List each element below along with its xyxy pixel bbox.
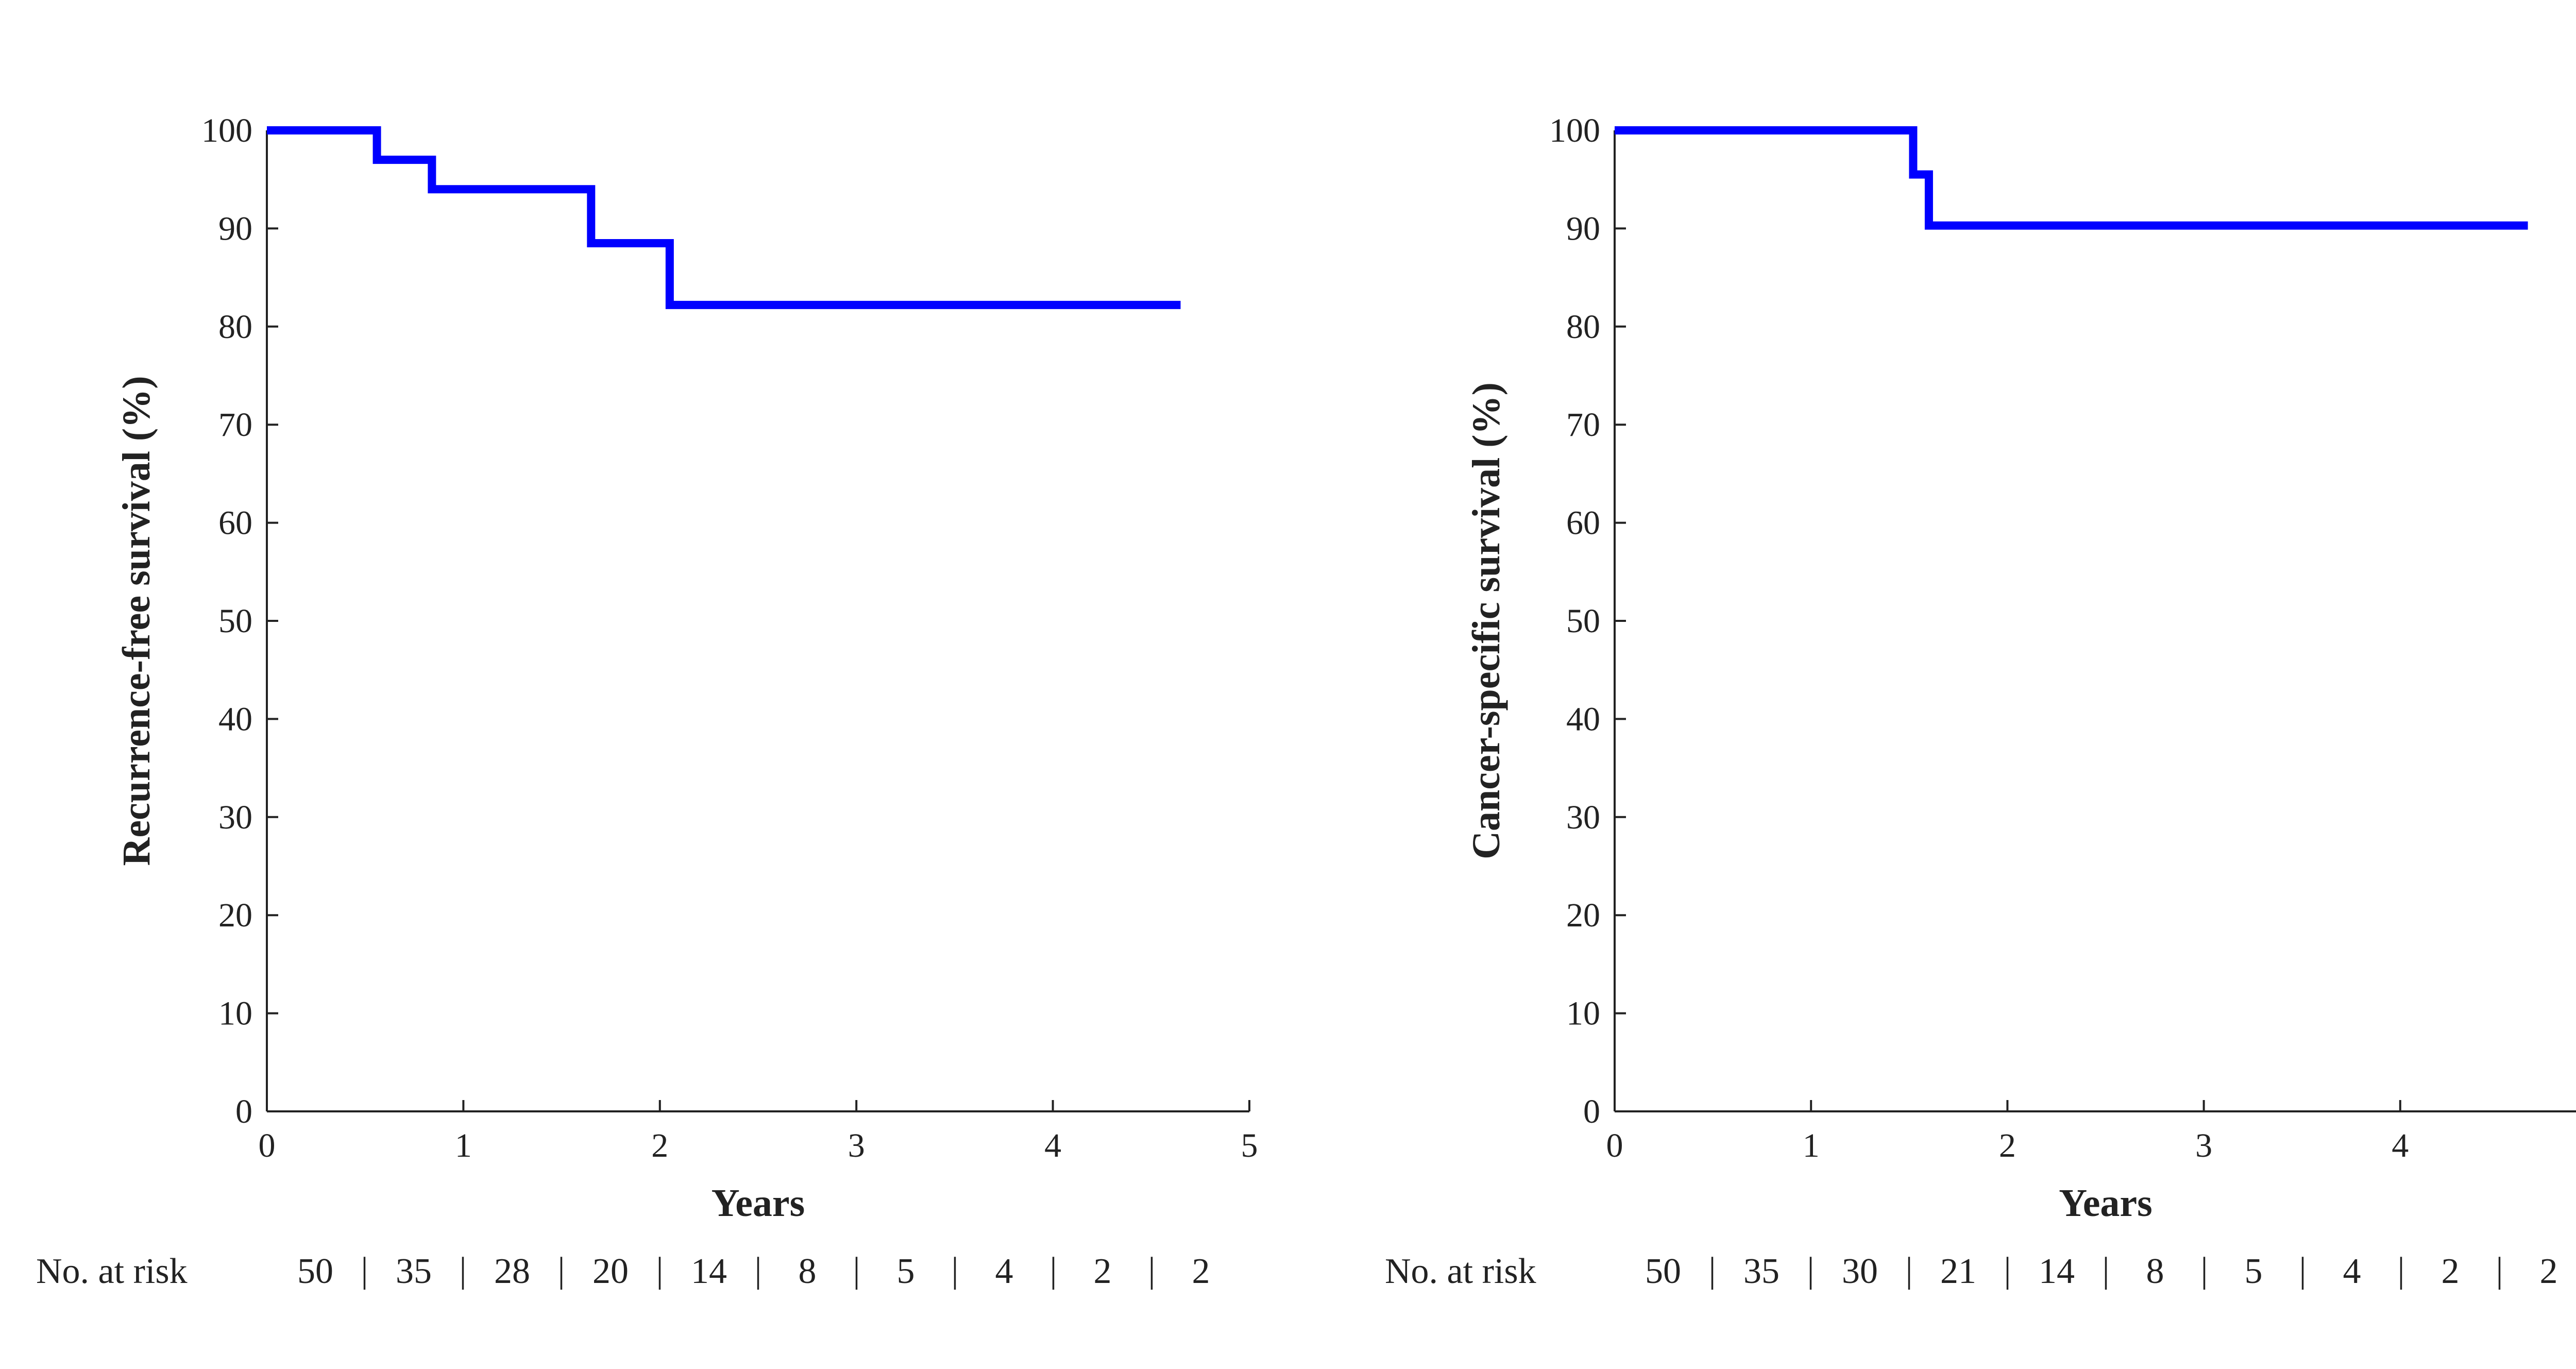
panel-2-risk-separator: | [2299, 1250, 2306, 1290]
panel-2-y-tick-label: 0 [1583, 1093, 1600, 1130]
panel-1-risk-separator: | [361, 1250, 368, 1290]
panel-2-risk-value: 30 [1842, 1252, 1878, 1291]
panel-2-y-tick-label: 60 [1566, 504, 1600, 542]
panel-2-risk-value: 8 [2146, 1252, 2164, 1291]
panel-2-risk-separator: | [2200, 1250, 2208, 1290]
panel-1-y-tick-label: 100 [201, 112, 252, 149]
panel-2-x-tick-label: 1 [1803, 1127, 1820, 1164]
panel-1-y-tick-label: 30 [218, 799, 252, 836]
panel-2-y-tick-label: 100 [1549, 112, 1600, 149]
panel-2-risk-value: 2 [2442, 1252, 2460, 1291]
panel-1-y-tick-label: 80 [218, 308, 252, 346]
panel-2-y-tick-label: 10 [1566, 995, 1600, 1033]
panel-1-risk-separator: | [951, 1250, 958, 1290]
panel-1-y-tick-label: 90 [218, 210, 252, 247]
panel-1-x-tick-label: 0 [259, 1127, 276, 1164]
panel-1-risk-separator: | [1148, 1250, 1155, 1290]
panel-2-x-tick-label: 2 [1999, 1127, 2016, 1164]
panel-1-x-tick-label: 3 [848, 1127, 865, 1164]
panel-1-risk-value: 35 [396, 1252, 432, 1291]
panel-1-risk-value: 4 [995, 1252, 1013, 1291]
panel-2-x-tick-label: 4 [2392, 1127, 2409, 1164]
panel-2-risk-separator: | [1708, 1250, 1716, 1290]
panel-1-y-tick-label: 20 [218, 897, 252, 934]
panel-2-y-tick-label: 20 [1566, 897, 1600, 934]
panel-1-risk-separator: | [656, 1250, 663, 1290]
panel-2-y-tick-label: 50 [1566, 602, 1600, 640]
panel-1-risk-separator: | [754, 1250, 761, 1290]
panel-2-x-tick-label: 0 [1606, 1127, 1623, 1164]
panel-1-risk-value: 2 [1094, 1252, 1112, 1291]
panel-1-risk-value: 5 [897, 1252, 915, 1291]
panel-1-risk-table-label: No. at risk [36, 1252, 188, 1291]
panel-1-y-tick-label: 50 [218, 602, 252, 640]
panel-2-y-tick-label: 90 [1566, 210, 1600, 247]
panel-1-risk-separator: | [557, 1250, 565, 1290]
panel-1-x-axis-title: Years [711, 1181, 805, 1225]
panel-2-risk-separator: | [2496, 1250, 2503, 1290]
panel-2-y-tick-label: 30 [1566, 799, 1600, 836]
panel-1-x-tick-label: 4 [1044, 1127, 1061, 1164]
panel-2-risk-value: 4 [2343, 1252, 2361, 1291]
panel-2-risk-separator: | [2397, 1250, 2404, 1290]
panel-2-risk-value: 50 [1645, 1252, 1681, 1291]
panel-2-survival-curve [1615, 126, 2528, 230]
panel-2-risk-separator: | [2102, 1250, 2109, 1290]
panel-2-risk-value: 35 [1743, 1252, 1780, 1291]
panel-1-x-tick-label: 5 [1241, 1127, 1258, 1164]
panel-1-x-tick-label: 2 [651, 1127, 668, 1164]
panel-1-risk-separator: | [1049, 1250, 1057, 1290]
panel-1-y-tick-label: 60 [218, 504, 252, 542]
panel-2-y-tick-label: 80 [1566, 308, 1600, 346]
panel-1-survival-curve [267, 126, 1181, 309]
panel-2-y-tick-label: 40 [1566, 700, 1600, 738]
panel-1-risk-value: 50 [297, 1252, 333, 1291]
panel-2-risk-value: 14 [2039, 1252, 2075, 1291]
panel-1-risk-separator: | [853, 1250, 860, 1290]
panel-1-y-axis-title: Recurrence-free survival (%) [115, 376, 158, 866]
panel-2-risk-separator: | [2004, 1250, 2011, 1290]
panel-2-risk-table-label: No. at risk [1385, 1252, 1536, 1291]
panel-1-y-tick-label: 10 [218, 995, 252, 1033]
panel-1-y-tick-label: 40 [218, 700, 252, 738]
panel-2-y-tick-label: 70 [1566, 406, 1600, 444]
panel-1-y-tick-label: 70 [218, 406, 252, 444]
panel-1-risk-value: 20 [592, 1252, 629, 1291]
panel-1-risk-value: 14 [691, 1252, 727, 1291]
panel-2-x-tick-label: 3 [2195, 1127, 2212, 1164]
panel-1-risk-separator: | [459, 1250, 466, 1290]
panel-2-y-axis-title: Cancer-specific survival (%) [1465, 382, 1508, 859]
panel-2-risk-separator: | [1807, 1250, 1814, 1290]
panel-1-risk-value: 8 [799, 1252, 817, 1291]
panel-1-risk-value: 28 [494, 1252, 530, 1291]
panel-2-risk-value: 2 [2540, 1252, 2558, 1291]
panel-1-risk-value: 2 [1192, 1252, 1210, 1291]
panel-1-y-tick-label: 0 [235, 1093, 252, 1130]
panel-2-risk-separator: | [1905, 1250, 1912, 1290]
panel-2-x-axis-title: Years [2059, 1181, 2153, 1225]
panel-1-x-tick-label: 1 [455, 1127, 472, 1164]
panel-2-risk-value: 5 [2245, 1252, 2263, 1291]
panel-2-risk-value: 21 [1940, 1252, 1976, 1291]
